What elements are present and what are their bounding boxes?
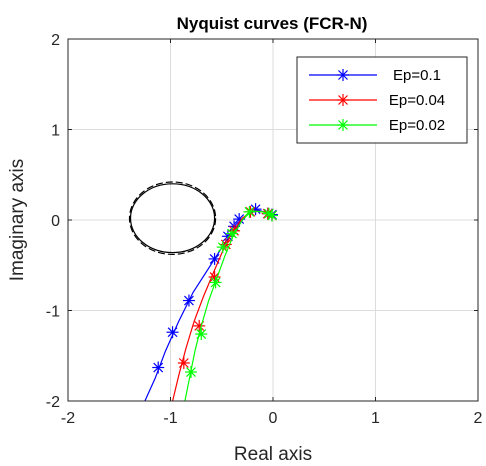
star-marker: [265, 209, 278, 222]
circle-curve-0: [128, 181, 217, 255]
legend-item: Ep=0.1: [309, 67, 441, 84]
star-marker: [152, 361, 165, 374]
chart-title: Nyquist curves (FCR-N): [177, 14, 368, 33]
legend: Ep=0.1 Ep=0.04 Ep=0.02: [296, 56, 468, 144]
series-line: [144, 209, 274, 401]
x-tick-label: -1: [163, 410, 177, 427]
legend-item: Ep=0.04: [309, 92, 445, 109]
star-marker: [182, 294, 195, 307]
y-tick-label: 1: [51, 123, 60, 140]
star-marker: [337, 69, 349, 81]
star-marker: [216, 241, 229, 254]
star-marker: [243, 205, 256, 218]
star-marker: [193, 319, 206, 332]
star-marker: [337, 94, 349, 106]
star-marker: [195, 328, 208, 341]
y-tick-label: -1: [46, 304, 60, 321]
star-marker: [209, 276, 222, 289]
y-tick-label: 0: [51, 213, 60, 230]
star-marker: [166, 326, 179, 339]
star-marker: [208, 252, 221, 265]
legend-item: Ep=0.02: [309, 117, 445, 134]
star-marker: [226, 227, 238, 240]
x-axis-label: Real axis: [234, 444, 312, 465]
plot-area: [128, 181, 278, 401]
legend-label: Ep=0.1: [393, 67, 441, 84]
y-tick-label: -2: [46, 394, 60, 411]
axis-ticks: -2 -1 0 1 2 -2 -1 0 1 2: [46, 32, 483, 427]
star-marker: [337, 119, 349, 131]
legend-label: Ep=0.04: [389, 92, 445, 109]
y-axis-label: Imaginary axis: [7, 159, 28, 282]
series-Ep=0.02: [184, 205, 278, 401]
x-tick-label: 1: [371, 410, 380, 427]
y-tick-label: 2: [51, 32, 60, 49]
x-tick-label: 2: [474, 410, 483, 427]
legend-label: Ep=0.02: [389, 117, 445, 134]
series-line: [184, 210, 274, 401]
x-tick-label: -2: [61, 410, 75, 427]
circle-curve-1: [129, 183, 216, 254]
star-marker: [185, 366, 197, 379]
star-marker: [177, 356, 190, 369]
x-tick-label: 0: [269, 410, 278, 427]
